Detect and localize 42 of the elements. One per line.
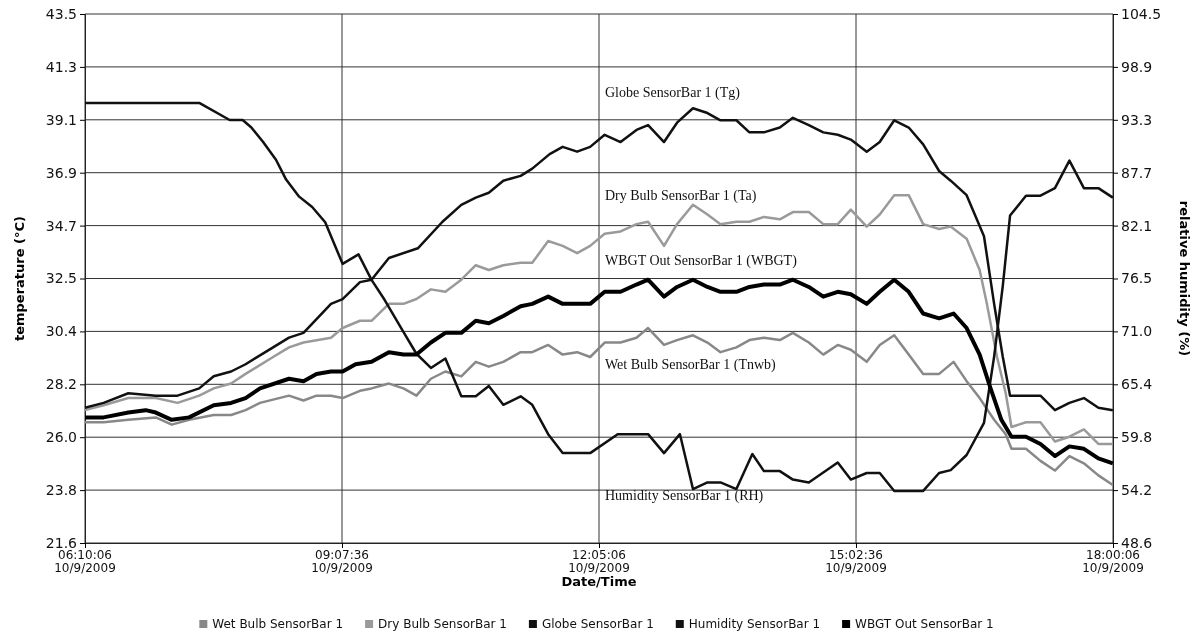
y-tick-label: 34.7	[45, 217, 77, 234]
legend-label: Dry Bulb SensorBar 1	[378, 617, 507, 631]
y2-tick-label: 104.5	[1121, 5, 1162, 22]
x-tick-label: 09:07:36 10/9/2009	[311, 548, 373, 575]
annotation: Globe SensorBar 1 (Tg)	[605, 85, 741, 101]
legend-label: Humidity SensorBar 1	[688, 617, 821, 631]
line-series	[83, 277, 1115, 466]
y-tick-label: 43.5	[45, 5, 77, 22]
x-tick-label: 18:00:06 10/9/2009	[1082, 548, 1144, 575]
y2-tick-label: 87.7	[1121, 164, 1153, 181]
y2-tick-label: 93.3	[1121, 111, 1153, 128]
y2-tick-label: 59.8	[1121, 429, 1153, 446]
y2-tick-label: 48.6	[1121, 534, 1153, 551]
y-tick-label: 41.3	[45, 58, 77, 75]
legend-label: Wet Bulb SensorBar 1	[212, 617, 344, 631]
x-tick-label: 15:02:36 10/9/2009	[825, 548, 887, 575]
y-axis-title: temperature (°C)	[12, 215, 27, 342]
annotation: Dry Bulb SensorBar 1 (Ta)	[605, 188, 757, 204]
y-tick-label: 30.4	[45, 323, 78, 340]
y-tick-label: 32.5	[45, 270, 77, 287]
y2-tick-label: 98.9	[1121, 58, 1153, 75]
y2-tick-label: 65.4	[1121, 376, 1153, 393]
x-tick-label: 12:05:06 10/9/2009	[568, 548, 630, 575]
y2-tick-label: 76.5	[1121, 270, 1153, 287]
y-tick-label: 23.8	[45, 482, 77, 499]
line-series	[83, 326, 1115, 487]
legend-label: Globe SensorBar 1	[541, 617, 654, 631]
annotation: Humidity SensorBar 1 (RH)	[605, 488, 764, 504]
y-tick-label: 39.1	[45, 111, 77, 128]
legend-label: WBGT Out SensorBar 1	[855, 617, 994, 631]
y2-tick-label: 71.0	[1121, 323, 1153, 340]
y-tick-label: 28.2	[45, 376, 77, 393]
y-tick-label: 26.0	[45, 429, 77, 446]
x-tick-label: 06:10:06 10/9/2009	[54, 548, 116, 575]
y-tick-label: 36.9	[45, 164, 77, 181]
x-axis-title: Date/Time	[561, 574, 637, 589]
annotation: Wet Bulb SensorBar 1 (Tnwb)	[605, 357, 777, 373]
y2-axis-title: relative humidity (%)	[1177, 200, 1192, 357]
annotation: WBGT Out SensorBar 1 (WBGT)	[605, 253, 798, 269]
y-tick-label: 21.6	[45, 534, 78, 551]
y2-tick-label: 54.2	[1121, 482, 1153, 499]
y2-tick-label: 82.1	[1121, 217, 1153, 234]
